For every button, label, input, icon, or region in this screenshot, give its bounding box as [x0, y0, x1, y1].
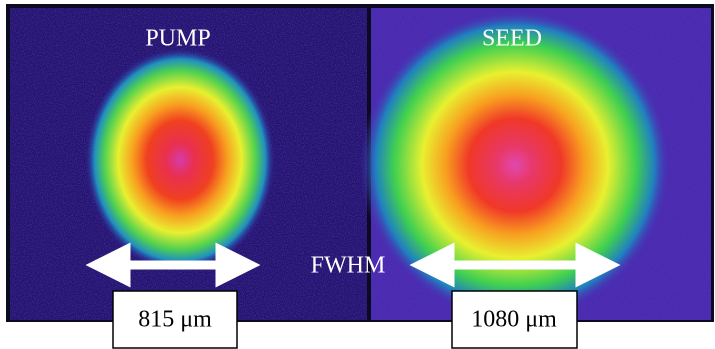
panel-title: SEED [482, 26, 542, 52]
pump-beam [70, 35, 290, 285]
panel-title: PUMP [145, 26, 210, 52]
bottom-margin [0, 322, 715, 349]
fwhm-label: FWHM [311, 253, 386, 279]
width-box [451, 290, 578, 349]
seed-beam [360, 10, 670, 320]
width-label: 815 μm [138, 307, 212, 333]
width-box [112, 290, 238, 349]
width-label: 1080 μm [471, 307, 557, 333]
